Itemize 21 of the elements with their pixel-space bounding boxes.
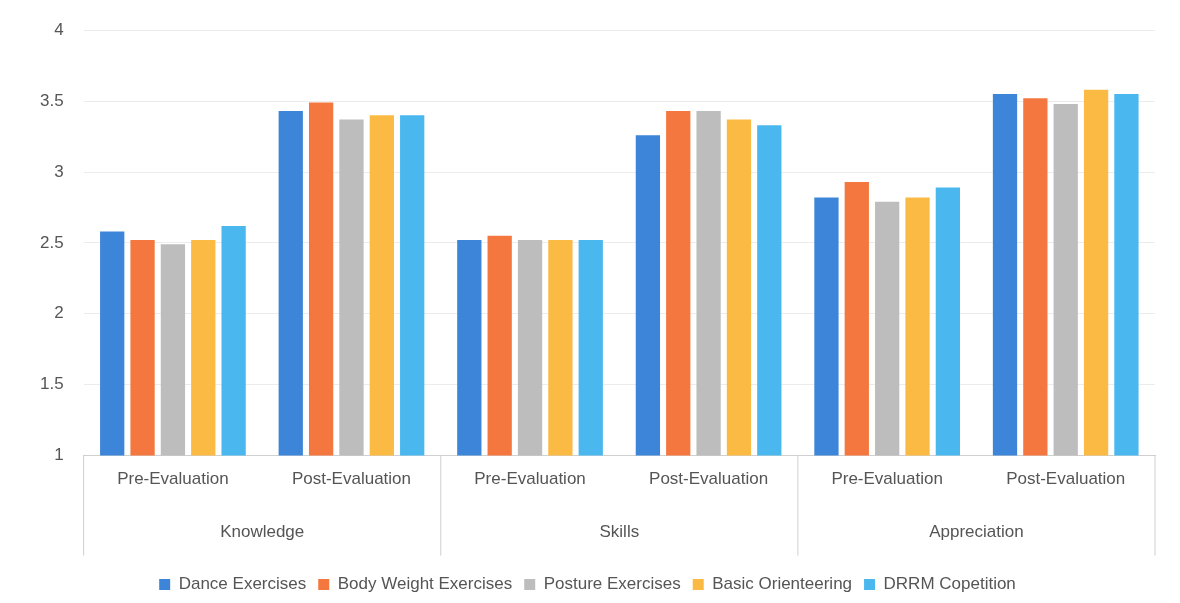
- x-tick-label: Post-Evaluation: [649, 469, 769, 489]
- x-tick-label: Post-Evaluation: [1006, 469, 1126, 489]
- x-tick-label: Pre-Evaluation: [831, 469, 943, 489]
- y-tick-label: 3.5: [39, 90, 64, 110]
- y-tick-label: 3: [54, 161, 64, 181]
- y-tick-label: 1.5: [39, 374, 64, 394]
- text: Knowledge: [220, 522, 305, 542]
- legend-label: Dance Exercises: [178, 574, 307, 594]
- text: Appreciation: [929, 522, 1024, 542]
- legend-label: Body Weight Exercises: [337, 574, 513, 594]
- x-tick-label: Pre-Evaluation: [474, 469, 586, 489]
- legend-label: Posture Exercises: [543, 574, 681, 594]
- legend-label: Basic Orienteering: [712, 574, 853, 594]
- y-tick-label: 2.5: [39, 232, 64, 252]
- x-tick-label: Post-Evaluation: [291, 469, 412, 489]
- y-tick-label: 2: [54, 303, 64, 323]
- text: Skills: [599, 522, 640, 542]
- legend-label: DRRM Copetition: [883, 574, 1016, 594]
- y-tick-label: 1: [54, 445, 64, 465]
- y-tick-label: 4: [54, 19, 64, 39]
- x-tick-label: Pre-Evaluation: [117, 469, 229, 489]
